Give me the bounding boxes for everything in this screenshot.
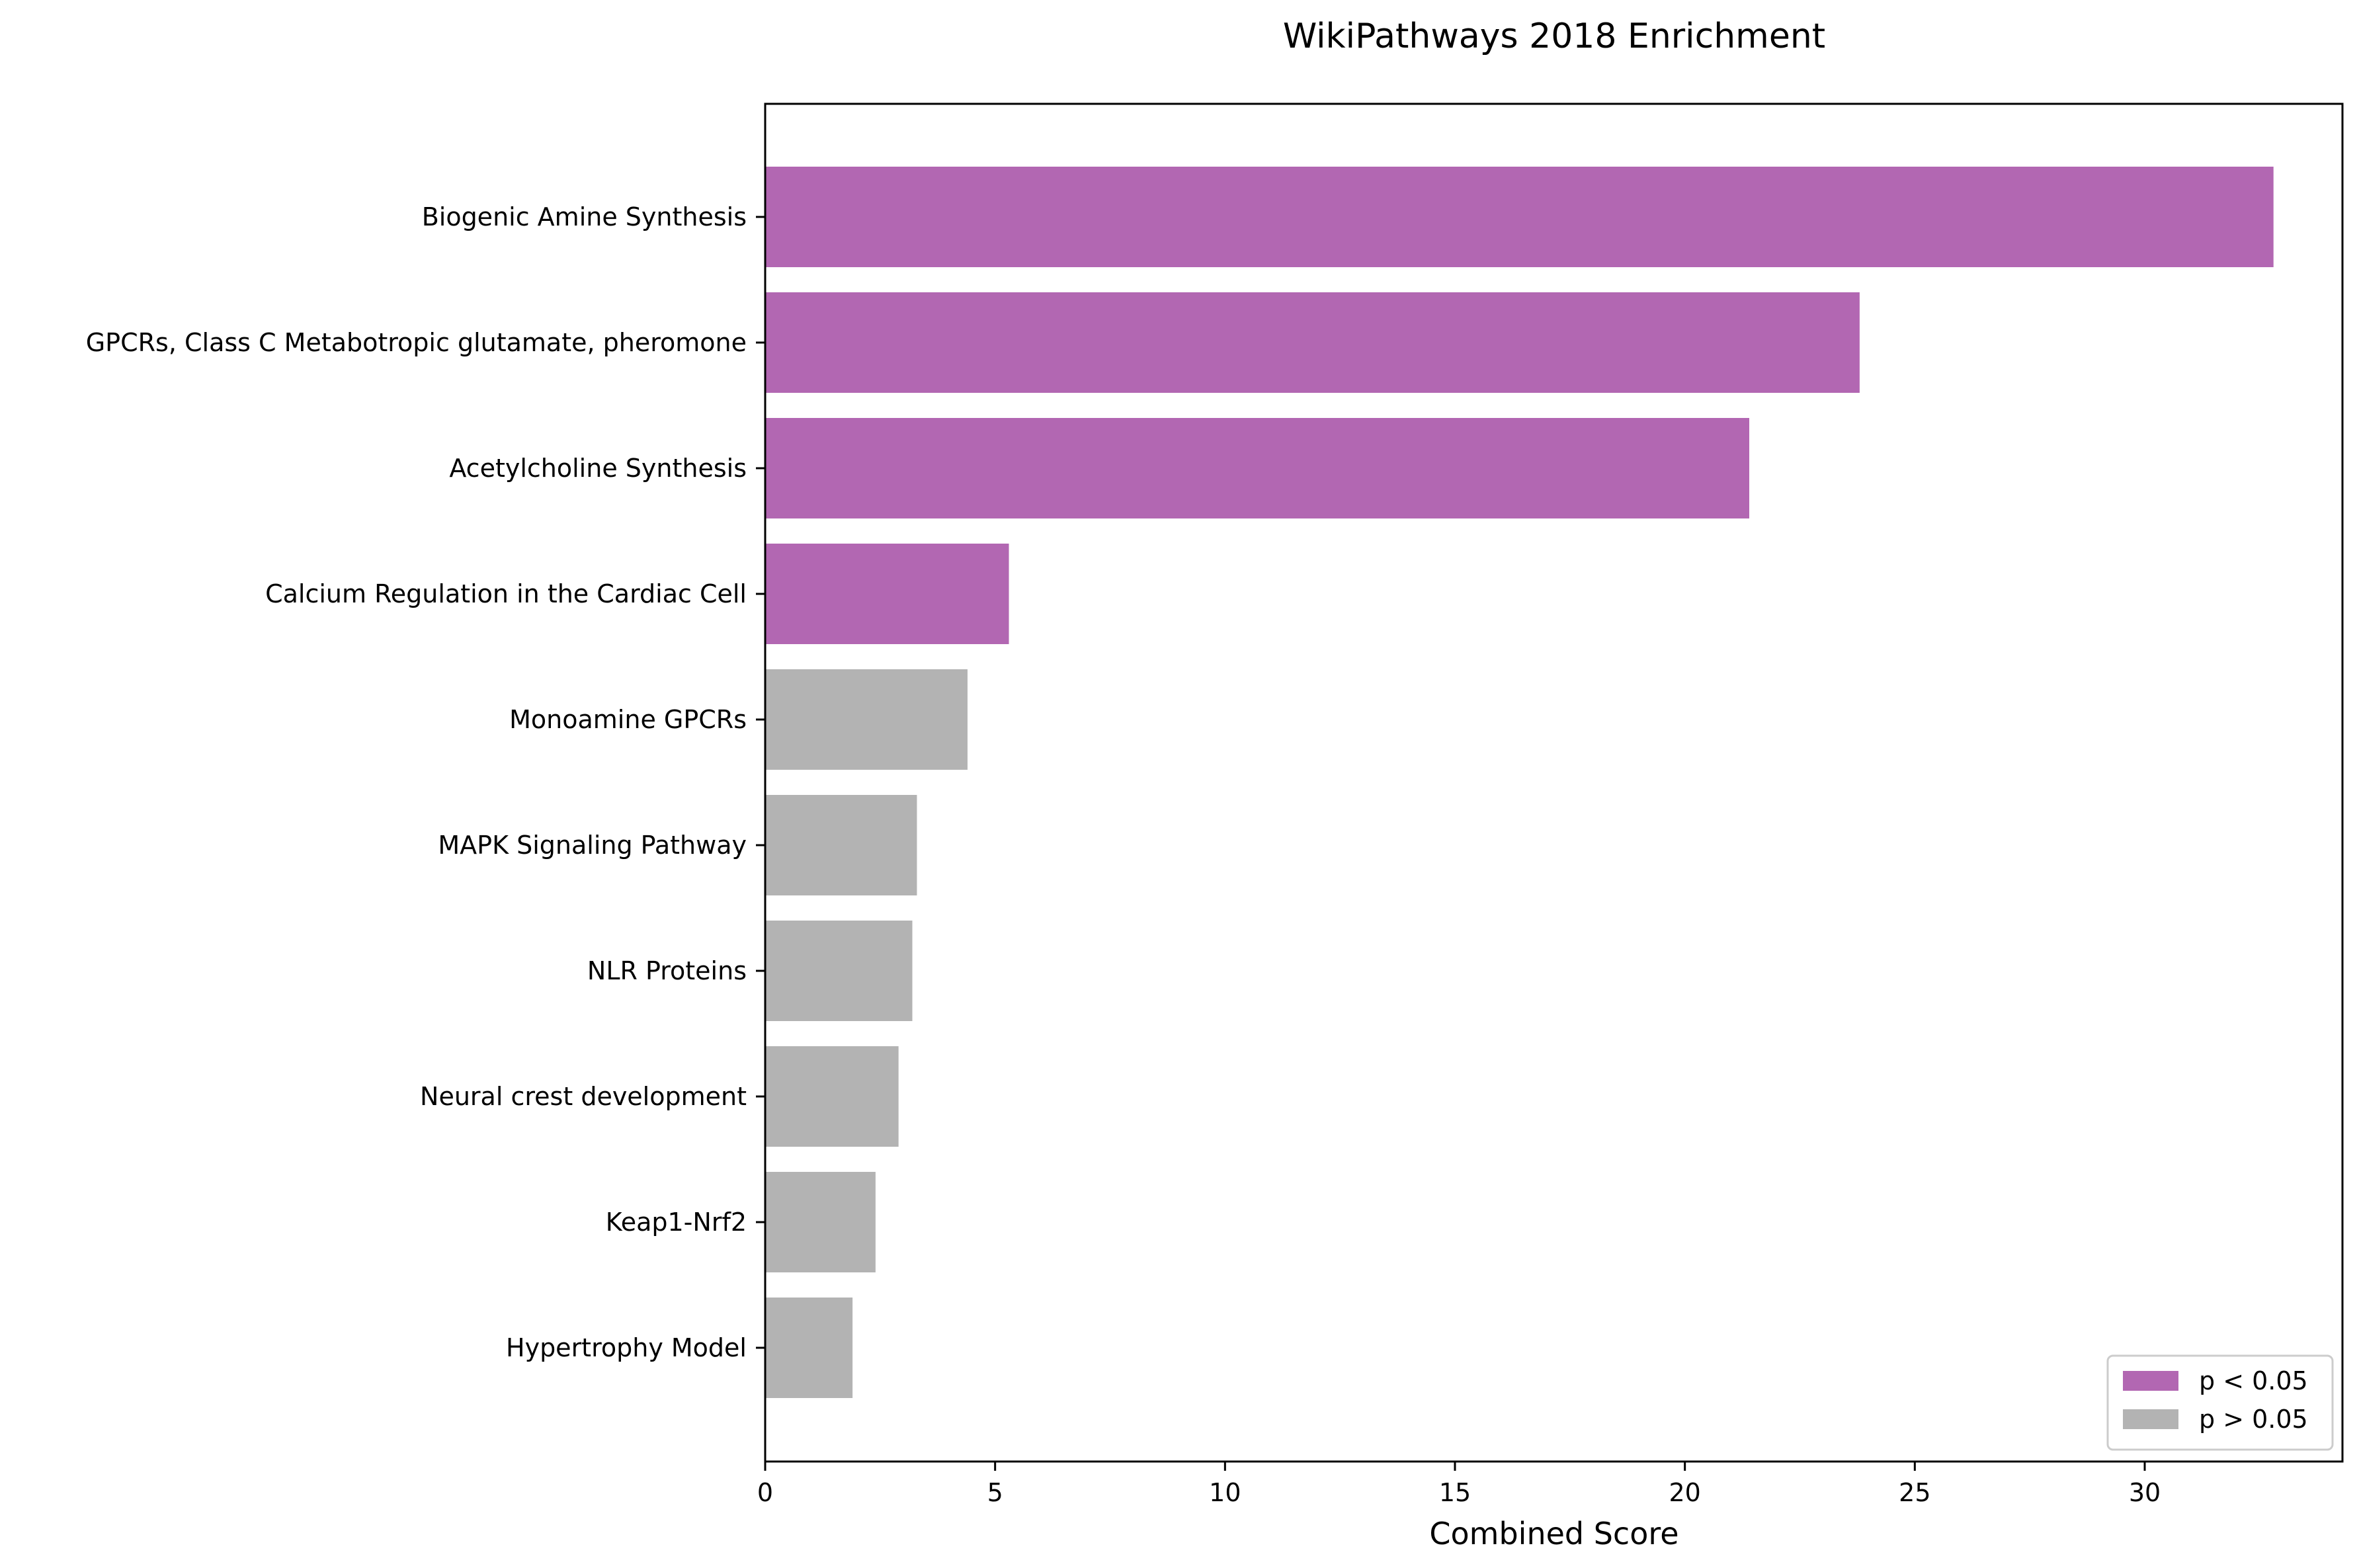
bar-7 <box>765 1046 899 1147</box>
bar-0 <box>765 167 2274 267</box>
y-tick-label-4: Monoamine GPCRs <box>509 705 747 734</box>
x-tick-label-3: 15 <box>1439 1478 1471 1507</box>
y-tick-label-0: Biogenic Amine Synthesis <box>422 202 747 231</box>
y-tick-label-2: Acetylcholine Synthesis <box>449 454 747 483</box>
bar-2 <box>765 418 1750 518</box>
y-tick-label-9: Hypertrophy Model <box>506 1333 747 1362</box>
x-tick-label-6: 30 <box>2129 1478 2161 1507</box>
y-tick-label-8: Keap1-Nrf2 <box>606 1208 747 1237</box>
x-tick-label-0: 0 <box>757 1478 773 1507</box>
y-tick-label-7: Neural crest development <box>420 1082 747 1111</box>
x-tick-label-4: 20 <box>1669 1478 1700 1507</box>
bar-6 <box>765 921 913 1021</box>
x-axis-label: Combined Score <box>1429 1516 1678 1551</box>
bar-1 <box>765 292 1860 393</box>
y-tick-label-5: MAPK Signaling Pathway <box>438 831 747 860</box>
x-ticks: 0 5 10 15 20 25 30 <box>757 1462 2161 1507</box>
bar-8 <box>765 1172 876 1272</box>
bar-5 <box>765 795 917 895</box>
y-tick-label-3: Calcium Regulation in the Cardiac Cell <box>265 579 747 608</box>
legend: p < 0.05 p > 0.05 <box>2106 1354 2334 1451</box>
legend-label-not-significant: p > 0.05 <box>2199 1405 2308 1434</box>
bars-group <box>765 167 2274 1398</box>
bar-3 <box>765 544 1009 644</box>
y-tick-labels: Biogenic Amine Synthesis GPCRs, Class C M… <box>86 202 765 1362</box>
y-tick-label-6: NLR Proteins <box>587 956 747 985</box>
plot-frame <box>764 103 2344 1463</box>
legend-swatch-not-significant <box>2123 1409 2178 1429</box>
y-tick-label-1: GPCRs, Class C Metabotropic glutamate, p… <box>86 328 747 357</box>
bar-9 <box>765 1298 853 1398</box>
chart-title: WikiPathways 2018 Enrichment <box>1283 17 1825 56</box>
bar-4 <box>765 669 968 770</box>
x-tick-label-5: 25 <box>1899 1478 1930 1507</box>
legend-label-significant: p < 0.05 <box>2199 1366 2308 1395</box>
x-tick-label-1: 5 <box>987 1478 1003 1507</box>
legend-swatch-significant <box>2123 1371 2178 1391</box>
x-tick-label-2: 10 <box>1209 1478 1241 1507</box>
